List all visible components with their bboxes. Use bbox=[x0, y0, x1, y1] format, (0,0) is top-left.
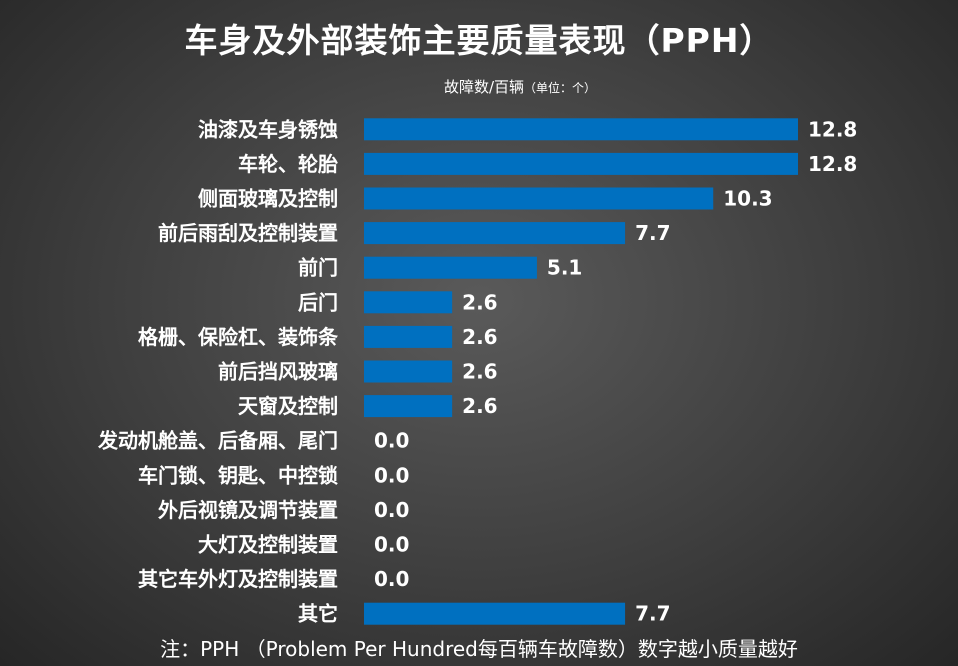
category-label: 车门锁、钥匙、中控锁 bbox=[138, 463, 338, 487]
bar bbox=[364, 256, 537, 279]
category-label: 发动机舱盖、后备厢、尾门 bbox=[97, 429, 338, 453]
bar bbox=[364, 602, 626, 625]
category-label: 其它 bbox=[298, 602, 338, 626]
subtitle-text: 故障数/百辆 bbox=[443, 78, 525, 96]
value-label: 2.6 bbox=[462, 290, 497, 314]
category-label: 其它车外灯及控制装置 bbox=[138, 567, 338, 591]
bar bbox=[364, 360, 453, 383]
value-label: 12.8 bbox=[808, 152, 857, 176]
value-label: 5.1 bbox=[547, 256, 582, 280]
value-label: 2.6 bbox=[462, 394, 497, 418]
value-label: 0.0 bbox=[374, 567, 409, 591]
bar bbox=[364, 152, 798, 175]
value-label: 12.8 bbox=[808, 117, 857, 141]
category-label: 车轮、轮胎 bbox=[238, 152, 338, 176]
category-label: 天窗及控制 bbox=[238, 394, 338, 418]
bar bbox=[364, 187, 714, 210]
category-label: 外后视镜及调节装置 bbox=[158, 498, 338, 522]
bar bbox=[364, 118, 798, 141]
category-label: 大灯及控制装置 bbox=[198, 533, 338, 557]
labels-layer: 油漆及车身锈蚀 12.8 车轮、轮胎 12.8 侧面玻璃及控制 10.3 前后雨刮及控制装置… bbox=[97, 117, 857, 625]
bar bbox=[364, 395, 453, 418]
category-label: 后门 bbox=[298, 290, 338, 314]
chart-title: 车身及外部装饰主要质量表现（PPH） bbox=[184, 21, 774, 60]
value-label: 2.6 bbox=[462, 360, 497, 384]
bar bbox=[364, 222, 626, 245]
chart-footnote: 注：PPH （Problem Per Hundred每百辆车故障数）数字越小质量… bbox=[160, 637, 798, 661]
bar bbox=[364, 325, 453, 348]
category-label: 前后雨刮及控制装置 bbox=[158, 221, 338, 245]
category-label: 前后挡风玻璃 bbox=[218, 360, 338, 384]
value-label: 2.6 bbox=[462, 325, 497, 349]
subtitle-unit: （单位：个） bbox=[524, 81, 597, 95]
category-label: 前门 bbox=[298, 256, 338, 280]
value-label: 0.0 bbox=[374, 498, 409, 522]
value-label: 0.0 bbox=[374, 533, 409, 557]
value-label: 10.3 bbox=[723, 187, 772, 211]
category-label: 油漆及车身锈蚀 bbox=[198, 117, 338, 141]
value-label: 7.7 bbox=[635, 221, 670, 245]
value-label: 0.0 bbox=[374, 463, 409, 487]
value-label: 7.7 bbox=[635, 602, 670, 626]
bar bbox=[364, 291, 453, 314]
category-label: 格栅、保险杠、装饰条 bbox=[138, 325, 339, 349]
chart-subtitle: 故障数/百辆（单位：个） bbox=[400, 76, 640, 97]
bars-layer bbox=[364, 118, 798, 625]
value-label: 0.0 bbox=[374, 429, 409, 453]
category-label: 侧面玻璃及控制 bbox=[198, 187, 338, 211]
